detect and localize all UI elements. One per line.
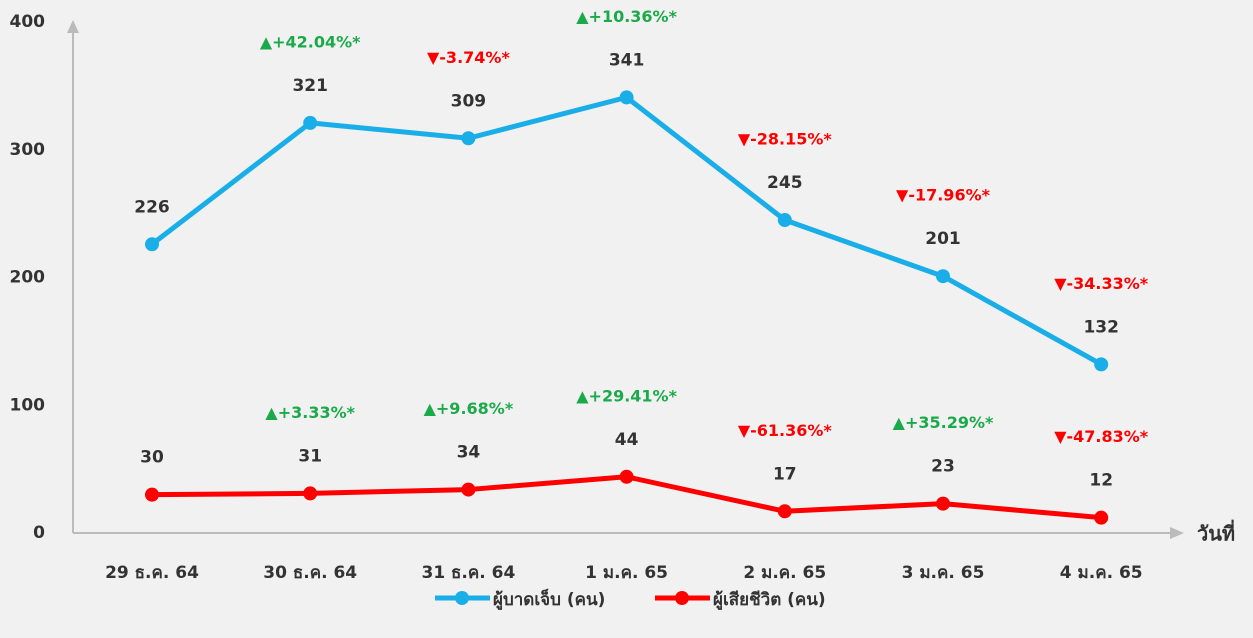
point [619,90,634,105]
change-label: ▲+3.33%* [265,403,355,422]
y-tick-label: 400 [10,12,46,32]
value-label: 44 [615,430,639,450]
change-label: ▼-61.36%* [738,421,833,440]
x-tick-label: 29 ธ.ค. 64 [105,563,199,583]
value-label: 17 [773,464,797,484]
point [303,115,318,130]
point [936,496,950,511]
point [303,486,318,501]
legend-marker [675,591,689,605]
point [145,487,159,502]
change-label: ▼-17.96%* [896,186,991,205]
change-label: ▼-28.15%* [738,130,833,149]
point [461,482,476,497]
legend-label: ผู้บาดเจ็บ (คน) [493,587,605,611]
point [619,469,634,484]
y-tick-label: 0 [33,523,45,543]
change-label: ▲+29.41%* [576,386,677,405]
value-label: 12 [1089,471,1113,491]
value-label: 23 [931,457,955,477]
x-tick-label: 30 ธ.ค. 64 [263,563,357,583]
point [1094,357,1109,372]
value-label: 34 [457,443,481,463]
value-label: 309 [451,91,487,111]
point [145,237,159,252]
y-tick-label: 100 [10,395,46,415]
change-label: ▼-47.83%* [1054,427,1149,446]
point [777,213,792,228]
change-label: ▼-34.33%* [1054,274,1149,293]
value-label: 341 [609,50,645,70]
change-label: ▲+9.68%* [424,399,514,418]
change-label: ▲+35.29%* [893,413,994,432]
change-label: ▼-3.74%* [427,48,510,67]
x-tick-label: 2 ม.ค. 65 [743,563,826,583]
point [1094,510,1109,525]
point [936,269,950,284]
change-label: ▲+10.36%* [576,7,677,26]
x-tick-label: 31 ธ.ค. 64 [421,563,515,583]
x-tick-label: 1 ม.ค. 65 [585,563,668,583]
value-label: 321 [292,76,328,96]
x-axis-arrow [1170,527,1184,539]
value-label: 245 [767,173,803,193]
value-label: 132 [1083,317,1119,337]
y-axis-arrow [67,20,79,33]
value-label: 31 [298,446,322,466]
point [777,504,792,519]
value-label: 201 [925,229,961,249]
y-tick-label: 300 [10,140,46,160]
point [461,131,476,146]
x-axis-label: วันที่ [1197,519,1235,546]
change-label: ▲+42.04%* [260,32,361,51]
x-tick-label: 4 ม.ค. 65 [1060,563,1143,583]
value-label: 30 [140,448,164,468]
legend-label: ผู้เสียชีวิต (คน) [713,589,826,611]
value-label: 226 [134,197,170,217]
x-tick-label: 3 ม.ค. 65 [902,563,985,583]
y-tick-label: 200 [10,268,46,288]
legend-marker [455,591,469,605]
